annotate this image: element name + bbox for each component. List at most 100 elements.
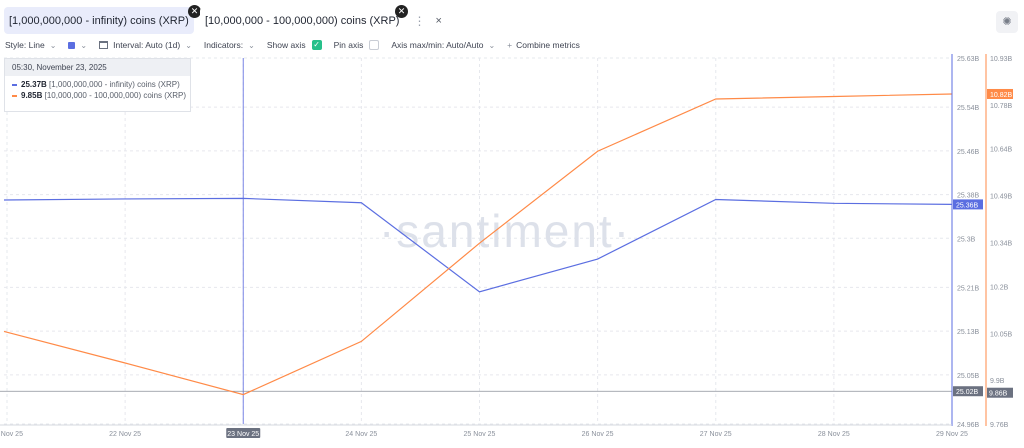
axis-maxmin-selector[interactable]: Axis max/min: Auto/Auto ⌄	[391, 40, 495, 50]
right-axis-tick-label: 9.76B	[990, 422, 1009, 429]
tooltip-row-mid-holders: 9.85B [10,000,000 - 100,000,000) coins (…	[5, 90, 190, 101]
settings-button[interactable]: ✺	[996, 11, 1018, 33]
series-1-point	[3, 199, 6, 202]
right-axis-tick-label: 10.34B	[990, 241, 1013, 248]
last-value-box	[953, 199, 983, 210]
show-axis-checkbox[interactable]: ✓	[311, 40, 322, 50]
remove-metric-icon[interactable]: ×	[435, 14, 442, 27]
x-axis-tick-label: 21 Nov 25	[0, 431, 23, 438]
left-axis-tick-label: 24.96B	[957, 422, 980, 429]
chevron-down-icon: ⌄	[488, 40, 496, 50]
indicators-selector[interactable]: Indicators: ⌄	[204, 40, 255, 50]
crosshair-left-label: 25.02B	[956, 389, 979, 396]
left-axis-tick-label: 25.05B	[957, 373, 980, 380]
left-axis-tick-label: 25.54B	[957, 105, 980, 112]
x-axis-tick-label: 22 Nov 25	[109, 431, 141, 438]
series-2-point	[714, 98, 717, 101]
right-axis-tick-label: 10.64B	[990, 147, 1013, 154]
tooltip-series-name: [1,000,000,000 - infinity) coins (XRP)	[49, 80, 180, 89]
crosshair-left-box	[953, 386, 983, 397]
color-swatch	[68, 41, 76, 49]
legend-swatch	[12, 84, 17, 86]
show-axis-toggle[interactable]: Show axis ✓	[267, 40, 322, 50]
tooltip-value: 25.37B	[21, 80, 47, 89]
series-lines: 25.36B 10.82B	[3, 88, 1013, 396]
crosshair-date-box	[226, 428, 261, 438]
chevron-down-icon: ⌄	[248, 40, 255, 50]
series-2-point	[478, 242, 481, 245]
tooltip-row-large-holders: 25.37B [1,000,000,000 - infinity) coins …	[5, 79, 190, 90]
style-label: Style: Line	[5, 40, 45, 50]
metric-chip-mid-holders[interactable]: [10,000,000 - 100,000,000) coins (XRP) ⋮…	[200, 7, 442, 34]
series-1-point	[242, 197, 245, 200]
crosshair-right-label: 9.86B	[989, 391, 1008, 398]
close-badge-icon[interactable]: ✕	[395, 5, 408, 18]
series-2-point	[242, 393, 245, 396]
last-value-box	[987, 88, 1013, 99]
gear-icon: ✺	[1002, 16, 1012, 28]
close-badge-icon[interactable]: ✕	[188, 5, 201, 18]
hover-tooltip: 05:30, November 23, 2025 25.37B [1,000,0…	[4, 58, 191, 112]
plus-icon: +	[507, 40, 513, 50]
series-1-point	[596, 258, 599, 261]
series-2-point	[832, 95, 835, 98]
x-axis-tick-label: 25 Nov 25	[464, 431, 496, 438]
right-axis-tick-label: 10.78B	[990, 103, 1013, 110]
interval-selector[interactable]: Interval: Auto (1d) ⌄	[99, 40, 192, 50]
x-axis-tick-label: 27 Nov 25	[700, 431, 732, 438]
chevron-down-icon: ⌄	[80, 40, 88, 50]
left-axis-tick-label: 25.46B	[957, 149, 980, 156]
series-2-point	[3, 330, 6, 333]
crosshair: 23 Nov 25 25.02B 9.86B	[0, 58, 1013, 438]
x-axis-tick-label: 24 Nov 25	[345, 431, 377, 438]
last-value-label: 25.36B	[956, 202, 979, 209]
series-1-point	[832, 202, 835, 205]
tooltip-series-name: [10,000,000 - 100,000,000) coins (XRP)	[44, 91, 187, 100]
grid-lines	[4, 57, 953, 425]
series-1-point	[478, 290, 481, 293]
pin-axis-label: Pin axis	[333, 40, 364, 50]
chip-label: [10,000,000 - 100,000,000) coins (XRP)	[205, 14, 400, 27]
tooltip-value: 9.85B	[21, 91, 43, 100]
color-selector[interactable]: ⌄	[68, 41, 87, 50]
indicators-label: Indicators:	[203, 40, 244, 50]
show-axis-label: Show axis	[266, 40, 306, 50]
axis-maxmin-label: Axis max/min: Auto/Auto	[391, 40, 484, 50]
chip-label: [1,000,000,000 - infinity) coins (XRP)	[9, 14, 189, 27]
more-menu-icon[interactable]: ⋮	[413, 13, 426, 28]
last-value-label: 10.82B	[990, 92, 1013, 99]
crosshair-date-label: 23 Nov 25	[227, 431, 259, 438]
series-2-point	[124, 362, 127, 365]
style-selector[interactable]: Style: Line ⌄	[5, 40, 56, 50]
right-axis-tick-label: 10.93B	[990, 56, 1013, 63]
series-2-point	[360, 340, 363, 343]
x-axis-tick-label: 29 Nov 25	[936, 431, 968, 438]
axes: 25.63B 25.54B 25.46B 25.38B 25.3B 25.21B 25.13…	[0, 54, 1013, 438]
chart-toolbar: Style: Line ⌄ ⌄ Interval: Auto (1d) ⌄ In…	[5, 38, 592, 52]
right-axis-tick-label: 10.05B	[990, 331, 1013, 338]
legend-swatch	[12, 95, 17, 97]
left-axis-tick-label: 25.3B	[957, 236, 976, 243]
pin-axis-checkbox[interactable]	[369, 40, 380, 50]
left-axis-tick-label: 25.13B	[957, 329, 980, 336]
santiment-watermark: ·santiment·	[379, 205, 631, 257]
series-1-point	[124, 198, 127, 201]
series-2-point	[596, 150, 599, 153]
x-axis-tick-label: 28 Nov 25	[818, 431, 850, 438]
right-axis-tick-label: 9.9B	[990, 378, 1005, 385]
left-axis-tick-label: 25.63B	[957, 56, 980, 63]
chevron-down-icon: ⌄	[49, 40, 57, 50]
left-axis-tick-label: 25.38B	[957, 193, 980, 200]
crosshair-right-box	[987, 387, 1013, 398]
pin-axis-toggle[interactable]: Pin axis	[334, 40, 380, 50]
series-line-2	[3, 93, 953, 396]
calendar-icon	[99, 41, 109, 49]
x-axis-tick-label: 26 Nov 25	[582, 431, 614, 438]
series-line-1	[3, 197, 953, 293]
chevron-down-icon: ⌄	[185, 40, 192, 50]
interval-label: Interval: Auto (1d)	[113, 40, 181, 50]
series-1-point	[360, 201, 363, 204]
right-axis-tick-label: 10.49B	[990, 194, 1013, 201]
combine-metrics-button[interactable]: + Combine metrics	[507, 40, 580, 50]
